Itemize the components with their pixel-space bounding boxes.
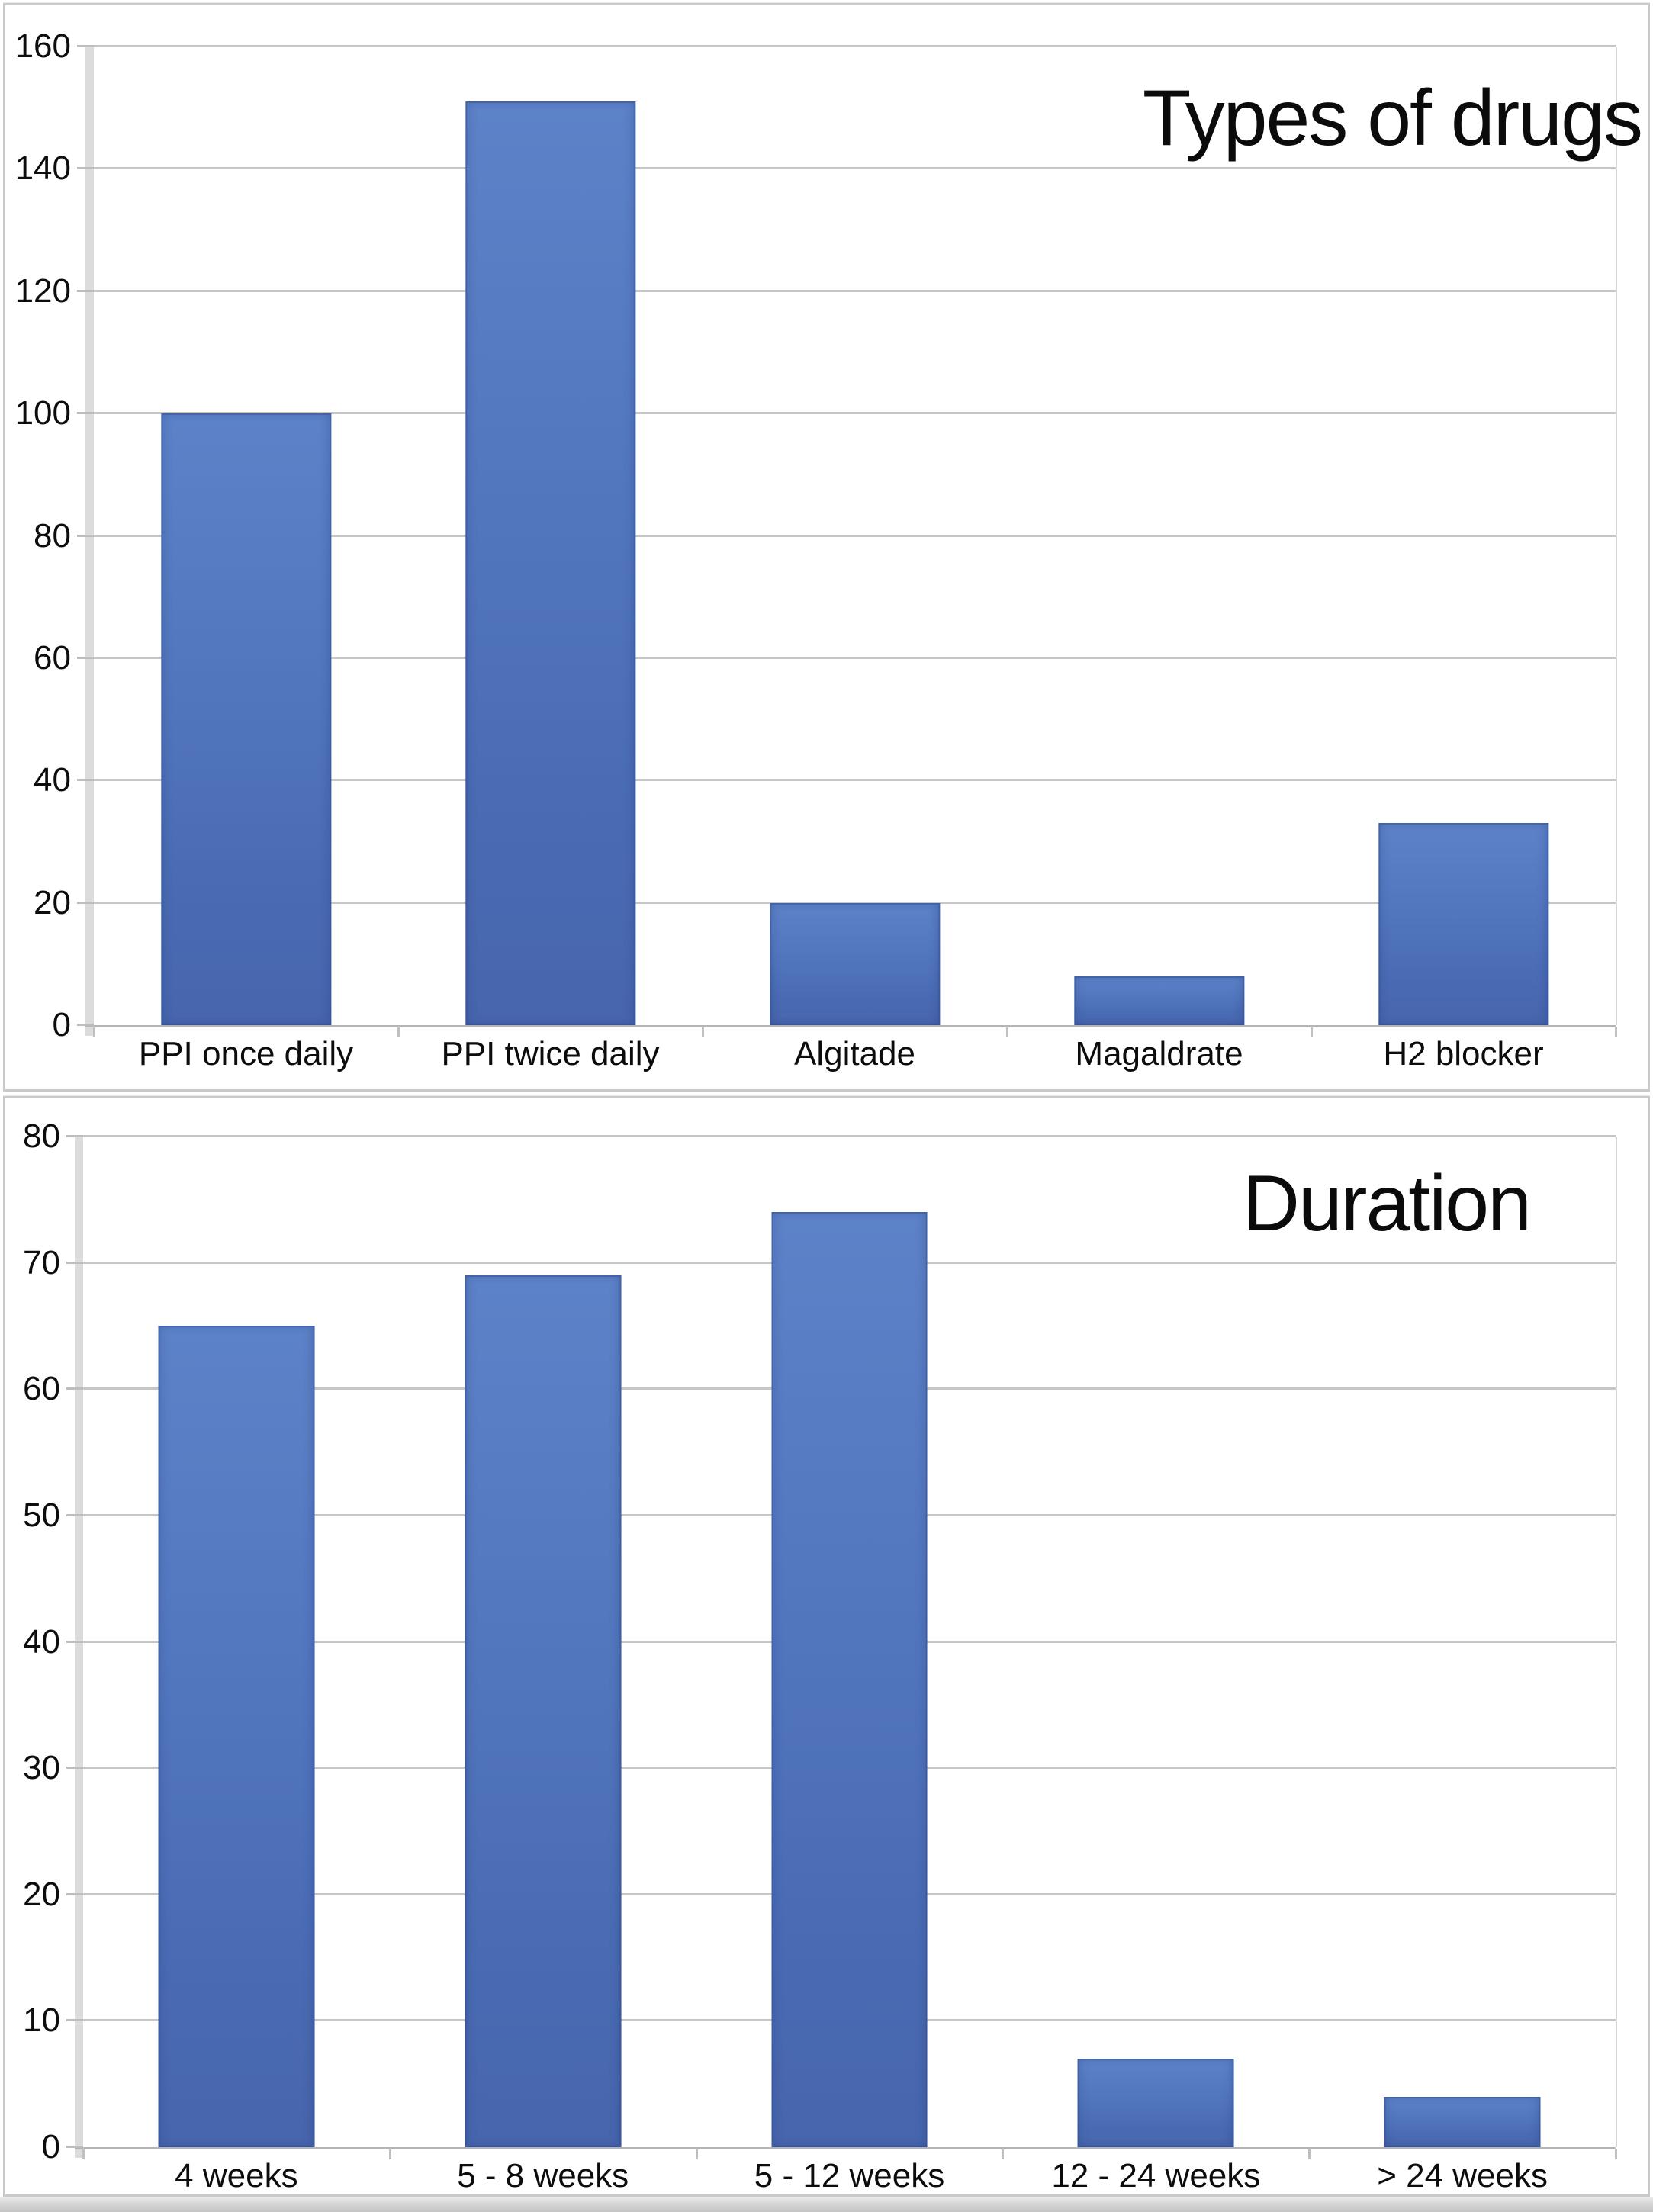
x-axis-tick [695, 2149, 698, 2159]
y-axis-tick-0 [66, 2146, 83, 2148]
y-tick-label-60: 60 [23, 1370, 60, 1408]
bar--24-weeks [1384, 2096, 1541, 2147]
x-axis-line [75, 2147, 1616, 2149]
y-axis-tick-40 [77, 779, 94, 782]
y-tick-label-80: 80 [34, 516, 71, 555]
plot-area-duration: Duration 0 10 20 30 40 50 60 70 80 4 weeks 5 - 8 w… [23, 1120, 1617, 2193]
gridline-40 [94, 779, 1616, 782]
bar-ppi-once-daily [160, 413, 332, 1025]
category-label-ppi-twice-daily: PPI twice daily [441, 1035, 660, 1072]
category-label-4-weeks: 4 weeks [175, 2157, 298, 2194]
bottom-gray-band [0, 2197, 1653, 2212]
gridline-100 [94, 412, 1616, 415]
bar-5-8-weeks [465, 1275, 622, 2147]
x-axis-tick [1006, 1027, 1008, 1037]
gridline-80 [83, 1135, 1616, 1137]
bar-4-weeks [158, 1326, 315, 2147]
y-tick-label-20: 20 [23, 1875, 60, 1913]
gridline-120 [94, 289, 1616, 292]
y-tick-label-140: 140 [14, 150, 71, 188]
bar-5-12-weeks [771, 1212, 928, 2147]
bar-h2-blocker [1378, 823, 1549, 1025]
y-axis-tick-60 [77, 656, 94, 659]
y-axis-tick-20 [66, 1892, 83, 1895]
x-axis-line [85, 1025, 1616, 1027]
y-axis-tick-140 [77, 167, 94, 170]
x-axis-tick [1615, 2149, 1617, 2159]
y-tick-label-60: 60 [34, 638, 71, 677]
plot-area-types-of-drugs: Types of drugs 0 20 40 60 80 100 120 140 160 PPI … [15, 30, 1643, 1071]
category-label-algitade: Algitade [793, 1035, 916, 1072]
x-axis-tick [1308, 2149, 1311, 2159]
y-tick-label-120: 120 [14, 272, 71, 310]
x-axis-tick [93, 1027, 95, 1037]
y-tick-label-40: 40 [23, 1622, 60, 1661]
y-tick-label-160: 160 [14, 27, 71, 65]
category-label-5-12-weeks: 5 - 12 weeks [754, 2157, 945, 2194]
y-axis-tick-10 [66, 2019, 83, 2022]
category-label-ppi-once-daily: PPI once daily [138, 1035, 354, 1072]
y-axis-tick-0 [77, 1024, 94, 1026]
bar-magaldrate [1073, 976, 1245, 1025]
y-axis-line [85, 47, 94, 1036]
chart-title: Duration [1242, 1159, 1532, 1248]
y-tick-label-0: 0 [52, 1006, 71, 1043]
y-tick-label-0: 0 [41, 2128, 60, 2165]
y-axis-tick-20 [77, 901, 94, 904]
x-axis-tick [388, 2149, 391, 2159]
gridline-140 [94, 167, 1616, 170]
y-tick-label-50: 50 [23, 1496, 60, 1534]
y-axis-tick-160 [77, 45, 94, 47]
y-tick-label-10: 10 [23, 2001, 60, 2040]
y-axis-tick-60 [66, 1387, 83, 1391]
gridline-60 [94, 656, 1616, 659]
y-axis-tick-120 [77, 289, 94, 292]
y-axis-tick-70 [66, 1261, 83, 1264]
y-axis-tick-40 [66, 1640, 83, 1643]
y-axis-line [75, 1137, 83, 2158]
y-tick-label-20: 20 [34, 883, 71, 921]
x-axis-tick [1311, 1027, 1313, 1037]
y-axis-tick-30 [66, 1767, 83, 1770]
y-tick-label-100: 100 [14, 394, 71, 432]
chart-title: Types of drugs [1142, 74, 1643, 162]
y-tick-label-30: 30 [23, 1749, 60, 1787]
chart-panel-types-of-drugs: Types of drugs 0 20 40 60 80 100 120 140 160 PPI … [3, 3, 1650, 1092]
x-axis-tick [82, 2149, 85, 2159]
y-axis-tick-80 [77, 534, 94, 537]
category-label-h2-blocker: H2 blocker [1383, 1035, 1544, 1072]
x-axis-tick [1615, 1027, 1617, 1037]
y-tick-label-40: 40 [34, 761, 71, 799]
chart-panel-duration: Duration 0 10 20 30 40 50 60 70 80 4 weeks 5 - 8 w… [3, 1096, 1650, 2197]
y-axis-tick-80 [66, 1135, 83, 1137]
gridline-80 [94, 534, 1616, 537]
category-label-magaldrate: Magaldrate [1075, 1035, 1243, 1072]
category-label--24-weeks: > 24 weeks [1377, 2157, 1548, 2194]
x-axis-tick [397, 1027, 400, 1037]
bar-algitade [769, 902, 941, 1025]
x-axis-tick [702, 1027, 704, 1037]
gridline-160 [94, 45, 1616, 47]
bar-ppi-twice-daily [465, 101, 636, 1025]
category-label-12-24-weeks: 12 - 24 weeks [1051, 2157, 1261, 2194]
y-axis-tick-100 [77, 412, 94, 415]
y-tick-label-70: 70 [23, 1243, 60, 1281]
gridline-20 [94, 901, 1616, 904]
category-label-5-8-weeks: 5 - 8 weeks [457, 2157, 629, 2194]
y-tick-label-80: 80 [23, 1117, 60, 1155]
y-axis-tick-50 [66, 1513, 83, 1516]
x-axis-tick [1002, 2149, 1005, 2159]
bar-12-24-weeks [1077, 2059, 1234, 2147]
